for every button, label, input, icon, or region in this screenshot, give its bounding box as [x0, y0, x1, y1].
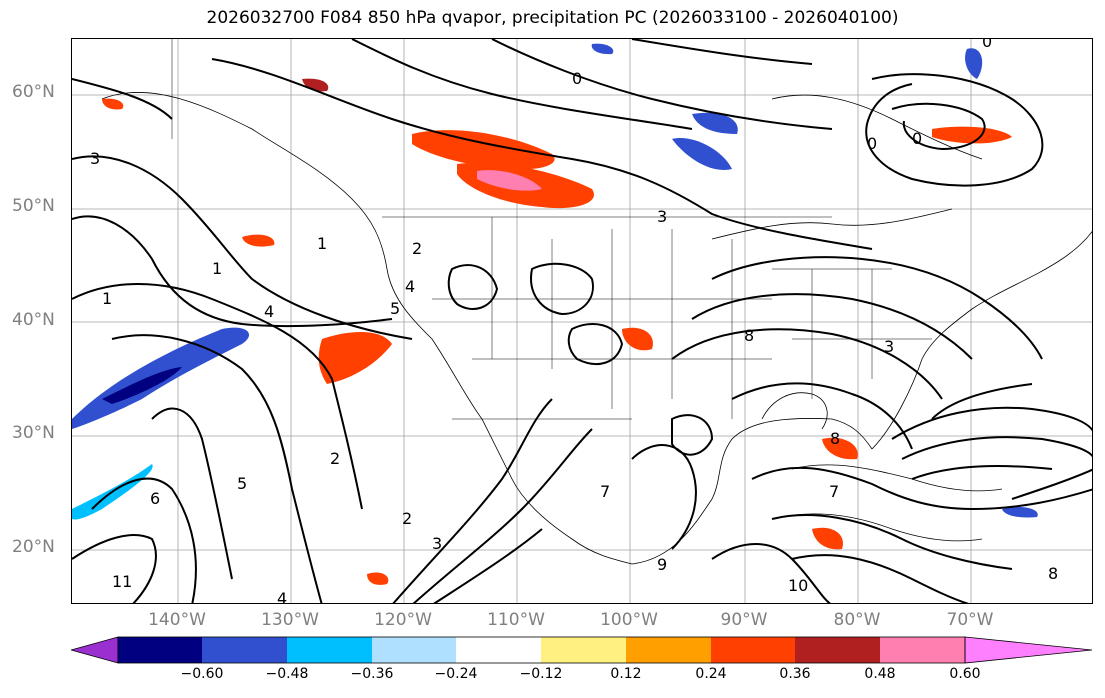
lat-label-30n: 30°N [12, 423, 55, 443]
political-borders [171, 39, 932, 420]
neg-anomaly-caribbean [1002, 506, 1038, 518]
colorbar-tick-5: −0.12 [519, 666, 563, 682]
contour-label-1b: 1 [317, 234, 327, 253]
lon-label-100w: 100°W [600, 610, 658, 630]
map-panel: 0 0 0 0 1 1 1 2 2 2 3 3 3 3 4 4 4 5 5 6 … [71, 38, 1093, 604]
colorbar-segment-3 [287, 637, 372, 663]
neg-anomaly-pacific-core [102, 367, 182, 404]
neg-anomaly-north [591, 43, 614, 55]
qvapor-contours [72, 39, 1092, 603]
contour-labels: 0 0 0 0 1 1 1 2 2 2 3 3 3 3 4 4 4 5 5 6 … [90, 39, 1058, 604]
contour-label-2c: 2 [412, 239, 422, 258]
contour-label-5b: 5 [237, 474, 247, 493]
lat-label-20n: 20°N [12, 537, 55, 557]
lon-label-130w: 130°W [261, 610, 319, 630]
pos-anomaly-alaska [302, 78, 329, 92]
contour-label-3b: 3 [657, 207, 667, 226]
pos-anomaly-plains [622, 327, 653, 351]
pos-anomaly-cuba [812, 527, 843, 550]
contour-label-7a: 7 [600, 482, 610, 501]
colorbar-extend-max [964, 636, 1093, 664]
colorbar-tick-3: −0.36 [350, 666, 394, 682]
contour-label-5a: 5 [390, 299, 400, 318]
contour-label-10: 10 [788, 576, 808, 595]
colorbar-segment-6 [541, 637, 626, 663]
pos-anomaly-prairies-core [477, 170, 542, 191]
contour-label-0d: 0 [982, 39, 992, 51]
lon-label-90w: 90°W [720, 610, 768, 630]
contour-label-7b: 7 [829, 482, 839, 501]
contour-label-0c: 0 [867, 134, 877, 153]
colorbar-segment-5 [456, 637, 541, 663]
neg-anomaly-hudson [692, 112, 738, 134]
pos-anomaly-gulf-alaska [242, 234, 275, 247]
pos-anomaly-rockies-north [412, 130, 555, 170]
neg-anomaly-labrador [965, 48, 983, 79]
colorbar-tick-1: −0.60 [180, 666, 224, 682]
colorbar-segment-2 [202, 637, 287, 663]
colorbar-outline [117, 636, 966, 664]
contour-label-3d: 3 [432, 534, 442, 553]
contour-label-2b: 2 [402, 509, 412, 528]
contour-label-3a: 3 [90, 149, 100, 168]
contour-label-9: 9 [657, 555, 667, 574]
colorbar-segment-8 [711, 637, 795, 663]
colorbar-tick-6: 0.12 [610, 666, 642, 682]
colorbar-extend-min [71, 636, 119, 664]
contour-label-6: 6 [150, 489, 160, 508]
pos-anomaly-bering [102, 98, 124, 110]
pos-anomaly-california [318, 332, 392, 384]
pos-anomaly-quebec [932, 126, 1012, 144]
colorbar-segment-7 [626, 637, 711, 663]
pos-anomaly-baja [367, 572, 389, 585]
colorbar-segment-1 [118, 637, 202, 663]
lon-label-140w: 140°W [148, 610, 206, 630]
contour-label-8a: 8 [744, 326, 754, 345]
contour-label-4c: 4 [277, 589, 287, 604]
colorbar-tick-4: −0.24 [434, 666, 478, 682]
colorbar-tick-8: 0.36 [779, 666, 811, 682]
contour-label-8b: 8 [830, 429, 840, 448]
contour-label-2a: 2 [330, 449, 340, 468]
contour-label-0a: 0 [912, 129, 922, 148]
contour-label-4b: 4 [405, 277, 415, 296]
contour-label-0b: 0 [572, 69, 582, 88]
lat-label-50n: 50°N [12, 196, 55, 216]
neg-anomaly-canada [672, 138, 732, 170]
map-canvas: 0 0 0 0 1 1 1 2 2 2 3 3 3 3 4 4 4 5 5 6 … [72, 39, 1092, 604]
contour-label-1a: 1 [212, 259, 222, 278]
graticule [72, 39, 1092, 603]
colorbar-tick-7: 0.24 [695, 666, 727, 682]
colorbar-tick-9: 0.48 [864, 666, 896, 682]
contour-label-8c: 8 [1048, 564, 1058, 583]
lat-label-40n: 40°N [12, 310, 55, 330]
lat-label-60n: 60°N [12, 82, 55, 102]
lon-label-80w: 80°W [833, 610, 881, 630]
contour-label-1c: 1 [102, 289, 112, 308]
contour-label-11: 11 [112, 572, 132, 591]
colorbar-tick-10: 0.60 [949, 666, 981, 682]
lon-label-70w: 70°W [946, 610, 994, 630]
colorbar-tick-2: −0.48 [265, 666, 309, 682]
colorbar-segment-9 [795, 637, 880, 663]
precip-shading [72, 43, 1038, 585]
contour-label-3c: 3 [884, 337, 894, 356]
colorbar-segment-10 [880, 637, 965, 663]
lon-label-120w: 120°W [374, 610, 432, 630]
map-title: 2026032700 F084 850 hPa qvapor, precipit… [206, 8, 899, 28]
contour-label-4a: 4 [264, 302, 274, 321]
colorbar [71, 636, 1093, 664]
pos-anomaly-gulf [822, 437, 858, 460]
colorbar-segment-4 [372, 637, 456, 663]
lon-label-110w: 110°W [487, 610, 545, 630]
